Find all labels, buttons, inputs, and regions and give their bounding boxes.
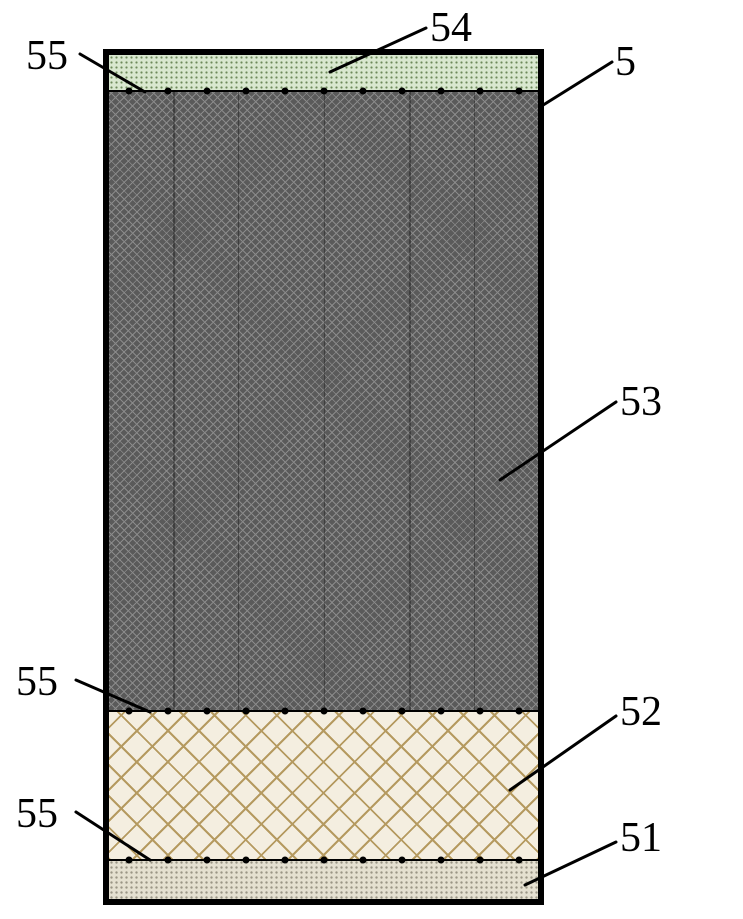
label-55-c: 55 <box>16 790 58 838</box>
lead-lines <box>0 0 743 919</box>
label-51: 51 <box>620 814 662 862</box>
label-5: 5 <box>615 38 636 86</box>
label-52: 52 <box>620 688 662 736</box>
diagram-canvas: 54 55 5 53 55 52 55 51 <box>0 0 743 919</box>
label-53: 53 <box>620 378 662 426</box>
label-54: 54 <box>430 4 472 52</box>
label-55-a: 55 <box>26 32 68 80</box>
label-55-b: 55 <box>16 658 58 706</box>
